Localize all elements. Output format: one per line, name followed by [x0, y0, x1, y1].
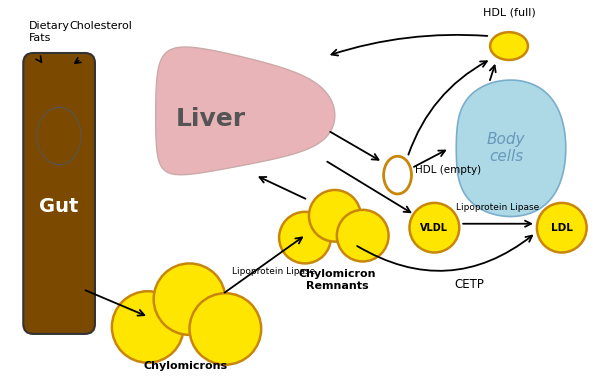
Text: Gut: Gut — [40, 197, 79, 216]
Circle shape — [309, 190, 361, 242]
Text: Lipoprotein Lipase: Lipoprotein Lipase — [457, 203, 540, 212]
Circle shape — [190, 293, 261, 365]
Text: LDL: LDL — [551, 223, 573, 233]
Text: Chylomicrons: Chylomicrons — [143, 361, 227, 371]
Circle shape — [112, 291, 184, 363]
Circle shape — [337, 210, 389, 261]
Text: Lipoprotein Lipase: Lipoprotein Lipase — [232, 267, 316, 276]
Text: Chylomicron
Remnants: Chylomicron Remnants — [298, 269, 376, 291]
Text: HDL (full): HDL (full) — [482, 7, 535, 17]
Circle shape — [537, 203, 587, 253]
Text: Liver: Liver — [175, 106, 245, 130]
Text: Dietary: Dietary — [29, 21, 70, 31]
Text: VLDL: VLDL — [421, 223, 448, 233]
Text: Fats: Fats — [29, 33, 52, 43]
FancyBboxPatch shape — [23, 53, 95, 334]
Circle shape — [154, 264, 226, 335]
Polygon shape — [456, 80, 566, 217]
Circle shape — [279, 212, 331, 264]
Polygon shape — [155, 47, 335, 175]
Text: Cholesterol: Cholesterol — [69, 21, 132, 31]
Circle shape — [409, 203, 459, 253]
Text: Body
cells: Body cells — [487, 132, 525, 164]
Text: HDL (empty): HDL (empty) — [415, 165, 482, 175]
Ellipse shape — [383, 156, 412, 194]
Text: CETP: CETP — [454, 278, 484, 291]
Ellipse shape — [490, 32, 528, 60]
